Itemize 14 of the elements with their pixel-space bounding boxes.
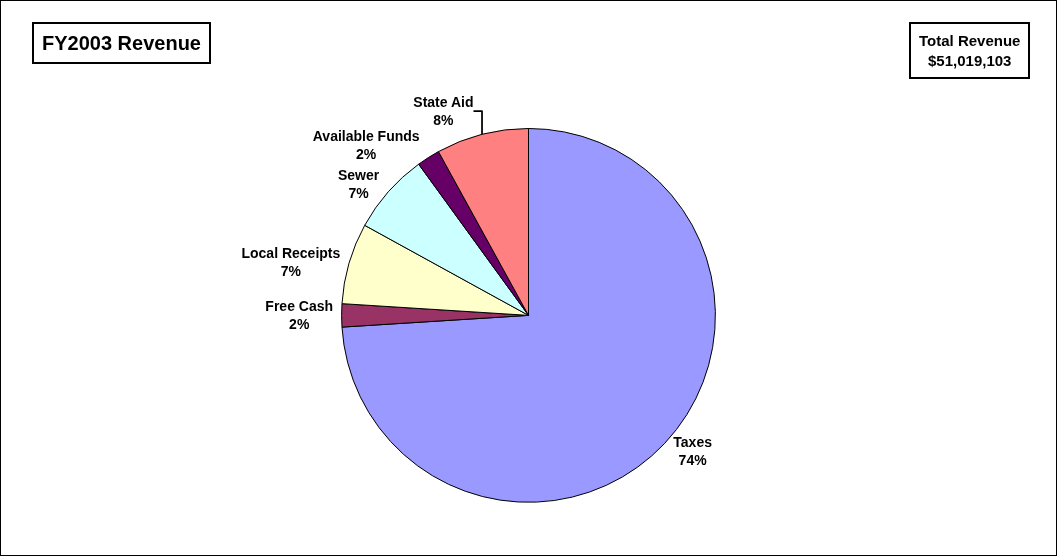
slice-label: Sewer — [337, 167, 380, 184]
slice-label: Taxes — [673, 434, 713, 451]
data-label: 8% — [433, 112, 455, 129]
data-label: 7% — [348, 185, 370, 202]
data-label: 2% — [289, 316, 310, 333]
slice-label: State Aid — [413, 94, 474, 111]
data-label: 74% — [678, 452, 708, 469]
data-label: 2% — [356, 146, 377, 163]
data-label: 7% — [280, 263, 302, 280]
chart-title: FY2003 Revenue — [42, 32, 201, 54]
slice-label: Local Receipts — [241, 244, 341, 261]
text: Total Revenue $51,019,103 — [919, 32, 1021, 69]
slice-label: Free Cash — [265, 298, 334, 315]
slice-label: Available Funds — [312, 128, 420, 145]
